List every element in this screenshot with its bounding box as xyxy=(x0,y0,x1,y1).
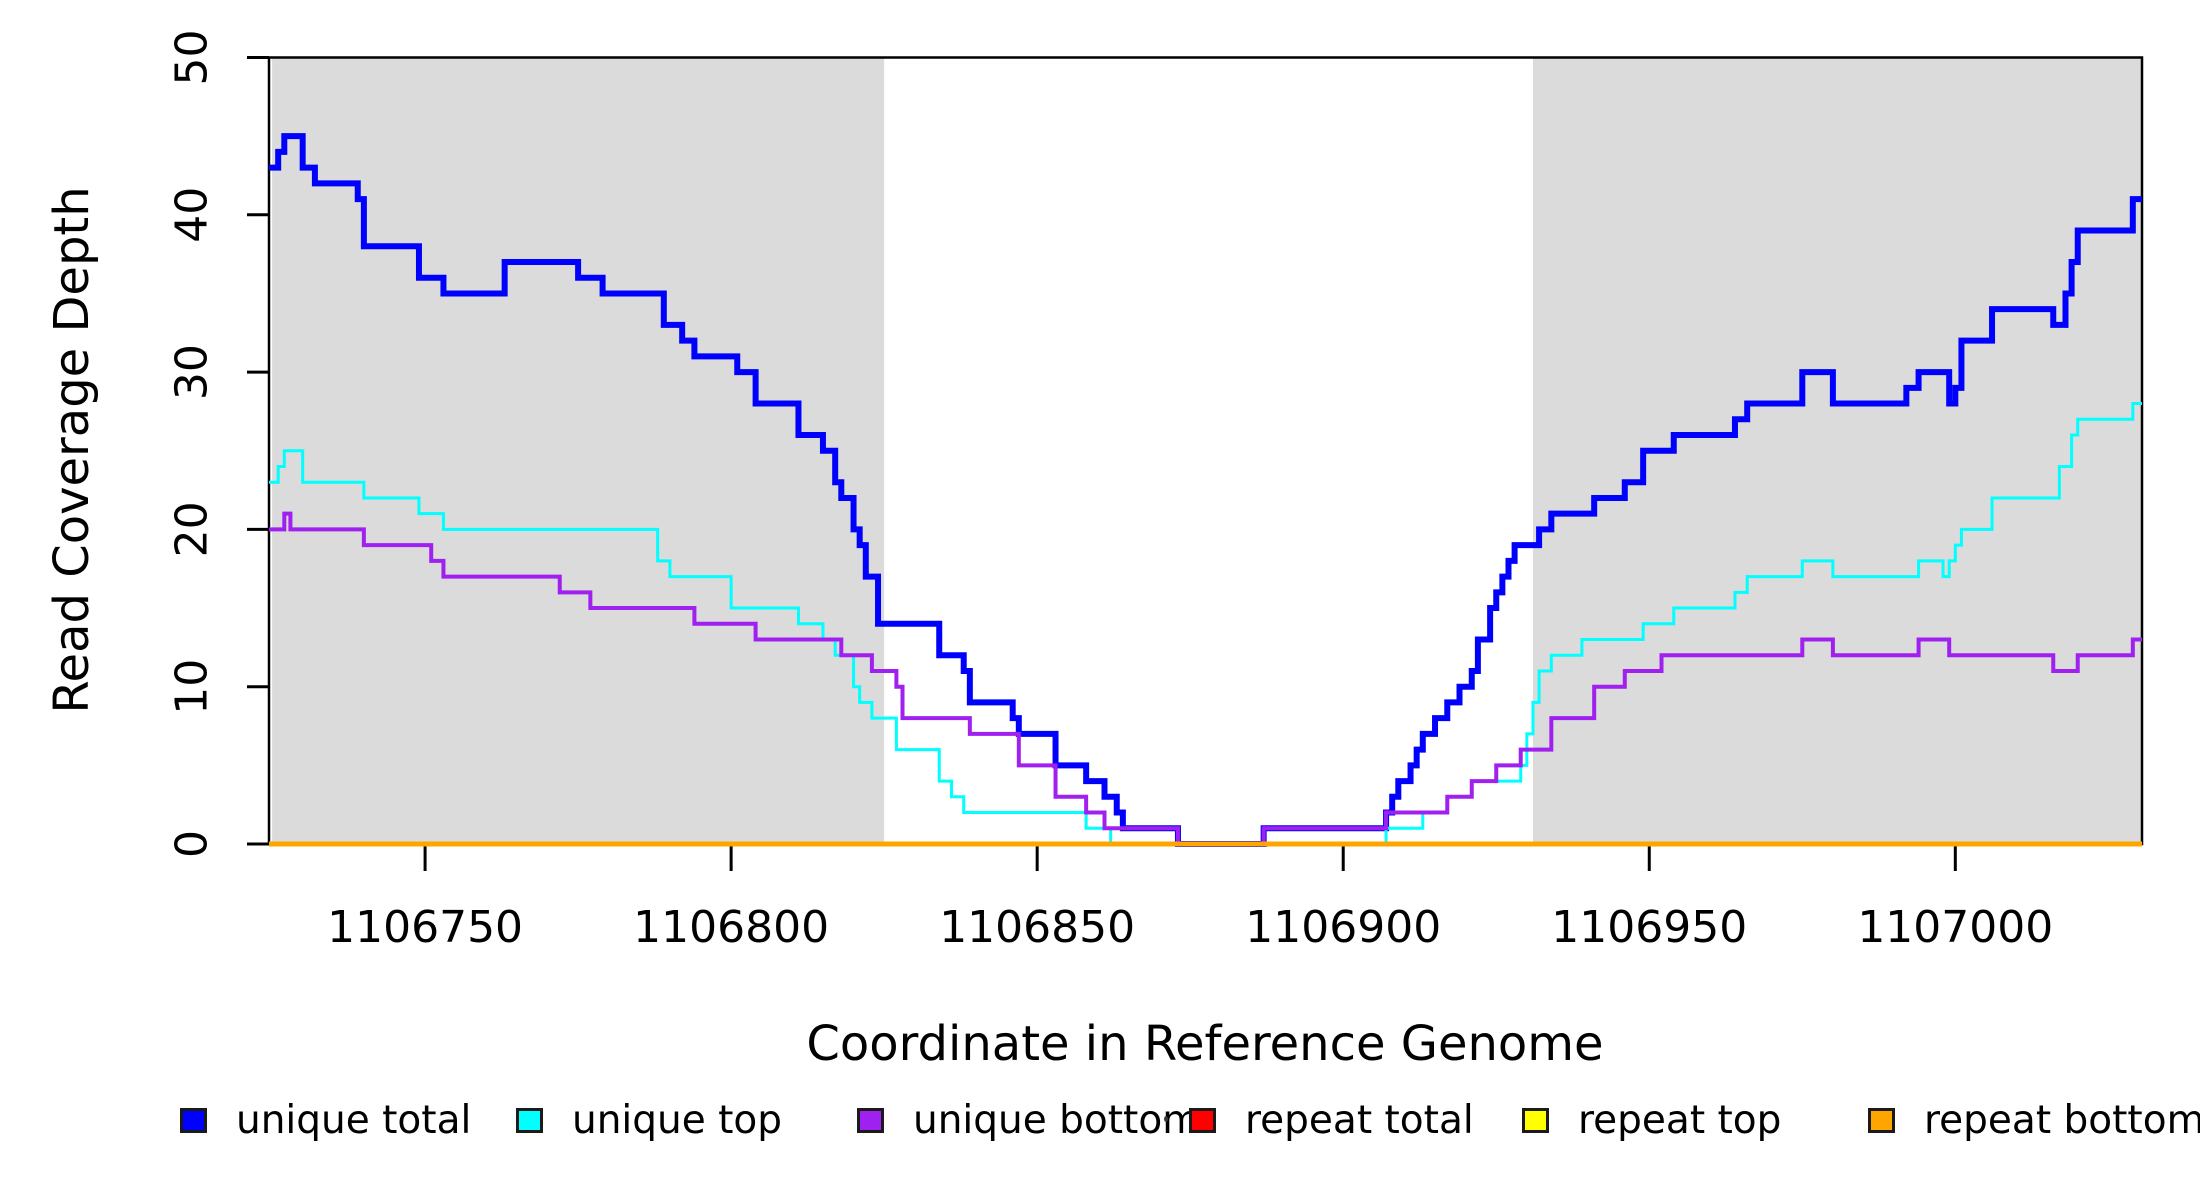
legend-swatch-icon xyxy=(516,1108,543,1133)
y-tick-label: 50 xyxy=(167,30,218,86)
legend-swatch-icon xyxy=(857,1108,884,1133)
x-tick-label: 1106900 xyxy=(1245,902,1441,953)
y-tick-label: 20 xyxy=(167,501,218,557)
legend-item-repeat-top: repeat top xyxy=(1522,1098,1782,1143)
legend-item-unique-bottom: unique bottom xyxy=(857,1098,1201,1143)
legend-swatch-icon xyxy=(180,1108,207,1133)
stray-dot xyxy=(1164,1116,1168,1122)
x-tick-label: 1106800 xyxy=(633,902,829,953)
data-series-layer xyxy=(269,133,2142,847)
legend-item-repeat-bottom: repeat bottom xyxy=(1868,1098,2200,1143)
series-unique-bottom-line xyxy=(269,511,2142,846)
legend-item-unique-total: unique total xyxy=(180,1098,472,1143)
y-tick-label: 10 xyxy=(167,659,218,715)
legend-swatch-icon xyxy=(1189,1108,1216,1133)
legend-label: unique top xyxy=(572,1098,783,1143)
y-axis-title: Read Coverage Depth xyxy=(44,186,100,713)
legend-label: unique bottom xyxy=(913,1098,1201,1143)
x-tick-label: 1106950 xyxy=(1551,902,1747,953)
y-tick-label: 30 xyxy=(167,344,218,400)
legend: unique total unique top unique bottom repea… xyxy=(0,1098,2200,1178)
legend-item-unique-top: unique top xyxy=(516,1098,783,1143)
y-tick-label: 0 xyxy=(167,830,218,858)
x-tick-label: 1106750 xyxy=(327,902,523,953)
y-tick-label: 40 xyxy=(167,187,218,243)
legend-label: repeat total xyxy=(1245,1098,1474,1143)
shaded-regions-layer xyxy=(272,57,2142,844)
highlight-region xyxy=(272,57,885,844)
legend-swatch-icon xyxy=(1522,1108,1549,1133)
highlight-region xyxy=(1532,57,2142,844)
legend-label: repeat bottom xyxy=(1924,1098,2200,1143)
legend-item-repeat-total: repeat total xyxy=(1189,1098,1474,1143)
x-tick-label: 1106850 xyxy=(939,902,1135,953)
legend-label: unique total xyxy=(236,1098,472,1143)
x-axis-title: Coordinate in Reference Genome xyxy=(806,1016,1603,1072)
legend-swatch-icon xyxy=(1868,1108,1895,1133)
legend-label: repeat top xyxy=(1578,1098,1782,1143)
x-tick-label: 1107000 xyxy=(1857,902,2053,953)
axis-ticks-layer: 1106750 1106800 1106850 1106900 1106950 11070… xyxy=(167,30,2054,954)
